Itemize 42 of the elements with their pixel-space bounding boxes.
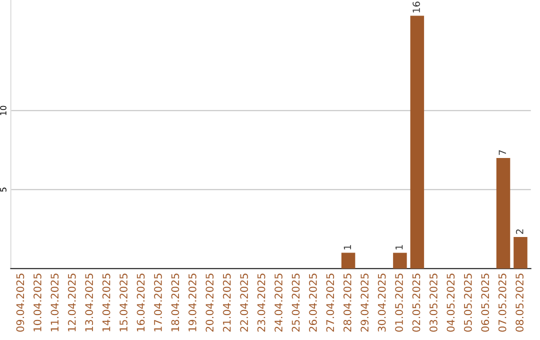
x-tick-label: 18.04.2025 [171, 274, 180, 332]
x-tick-label: 07.05.2025 [498, 274, 506, 332]
data-label: 16 [412, 2, 420, 12]
x-tick-label: 13.04.2025 [85, 274, 94, 332]
x-tick-label: 04.05.2025 [446, 274, 455, 332]
data-label: 2 [516, 229, 524, 234]
x-tick-label: 08.05.2025 [516, 274, 524, 332]
x-tick-label: 06.05.2025 [481, 274, 490, 332]
x-tick-label: 19.04.2025 [188, 274, 196, 332]
x-tick-label: 25.04.2025 [292, 274, 300, 332]
x-tick-label: 27.04.2025 [326, 274, 334, 332]
x-tick-label: 09.04.2025 [16, 274, 24, 332]
y-tick-label: 10 [0, 106, 6, 115]
x-tick-label: 24.04.2025 [274, 274, 282, 332]
x-tick-label: 10.04.2025 [33, 274, 42, 332]
x-tick-label: 12.04.2025 [68, 274, 76, 332]
bar [496, 158, 510, 269]
bar [514, 237, 528, 269]
x-tick-label: 14.04.2025 [102, 274, 110, 332]
x-tick-label: 28.04.2025 [343, 274, 352, 332]
bar [410, 16, 424, 269]
y-tick-label: 5 [0, 188, 6, 192]
data-label: 1 [344, 245, 351, 250]
x-tick-label: 03.05.2025 [430, 274, 438, 332]
x-tick-label: 02.05.2025 [412, 274, 420, 332]
x-tick-label: 20.04.2025 [206, 274, 214, 332]
x-tick-label: 15.04.2025 [120, 274, 128, 332]
x-tick-label: 01.05.2025 [395, 274, 403, 332]
data-label: 7 [498, 150, 506, 155]
x-tick-label: 30.04.2025 [378, 274, 386, 332]
x-tick-label: 22.04.2025 [240, 274, 248, 332]
x-tick-label: 11.04.2025 [50, 274, 59, 332]
bar [393, 252, 407, 269]
bar [341, 252, 356, 269]
x-tick-label: 21.04.2025 [222, 274, 231, 332]
x-tick-label: 17.04.2025 [154, 274, 162, 332]
x-tick-label: 26.04.2025 [309, 274, 317, 332]
data-label: 1 [396, 245, 403, 250]
x-tick-label: 05.05.2025 [464, 274, 472, 332]
x-tick-label: 16.04.2025 [136, 274, 145, 332]
x-tick-label: 23.04.2025 [257, 274, 266, 332]
x-tick-label: 29.04.2025 [360, 274, 369, 332]
